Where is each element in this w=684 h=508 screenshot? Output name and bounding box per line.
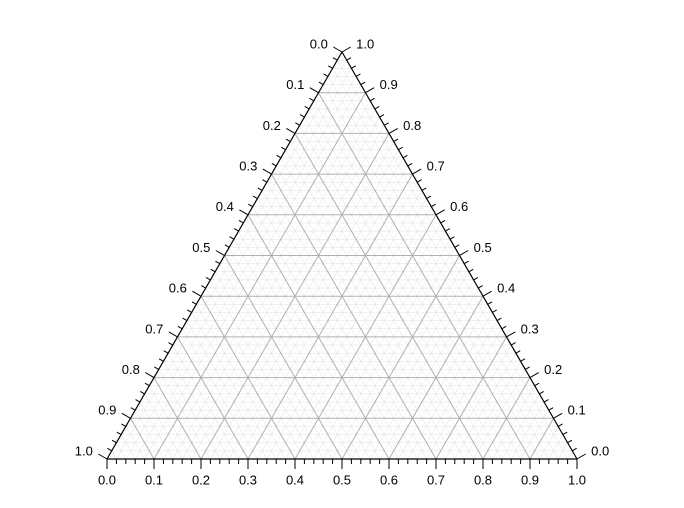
tick-label: 0.3: [521, 321, 539, 336]
ticks: [98, 47, 585, 469]
tick-label: 0.6: [380, 473, 398, 488]
tick-label: 0.0: [591, 443, 609, 458]
tick-label: 0.2: [544, 362, 562, 377]
tick-label: 0.8: [122, 362, 140, 377]
tick-label: 0.1: [286, 77, 304, 92]
tick-label: 0.3: [239, 473, 257, 488]
tick-label: 0.9: [98, 403, 116, 418]
tick-label: 0.0: [98, 473, 116, 488]
tick-label: 1.0: [568, 473, 586, 488]
tick-label: 0.2: [192, 473, 210, 488]
tick-label: 0.7: [145, 321, 163, 336]
tick-label: 0.0: [310, 36, 328, 51]
tick-label: 0.6: [450, 199, 468, 214]
tick-label: 0.9: [521, 473, 539, 488]
grid-minor: [112, 60, 573, 459]
tick-label: 0.5: [333, 473, 351, 488]
ternary-plot: 0.0 0.1 0.2 0.3 0.4 0.5 0.6 0.7 0.8 0.9 1.0 0.0 0.1 0…: [0, 0, 684, 508]
tick-label: 0.6: [169, 281, 187, 296]
tick-label: 0.3: [239, 159, 257, 174]
tick-label: 0.1: [568, 403, 586, 418]
tick-label: 0.7: [427, 473, 445, 488]
tick-label: 0.8: [403, 118, 421, 133]
tick-label: 0.2: [263, 118, 281, 133]
tick-label: 0.9: [380, 77, 398, 92]
tick-label: 0.5: [192, 240, 210, 255]
tick-label: 0.4: [497, 281, 515, 296]
tick-label: 1.0: [356, 36, 374, 51]
grid-major: [131, 93, 554, 459]
tick-label: 0.1: [145, 473, 163, 488]
tick-label: 0.4: [216, 199, 234, 214]
tick-label: 0.7: [427, 159, 445, 174]
tick-label: 0.4: [286, 473, 304, 488]
tick-label: 1.0: [75, 443, 93, 458]
tick-label: 0.5: [474, 240, 492, 255]
tick-label: 0.8: [474, 473, 492, 488]
